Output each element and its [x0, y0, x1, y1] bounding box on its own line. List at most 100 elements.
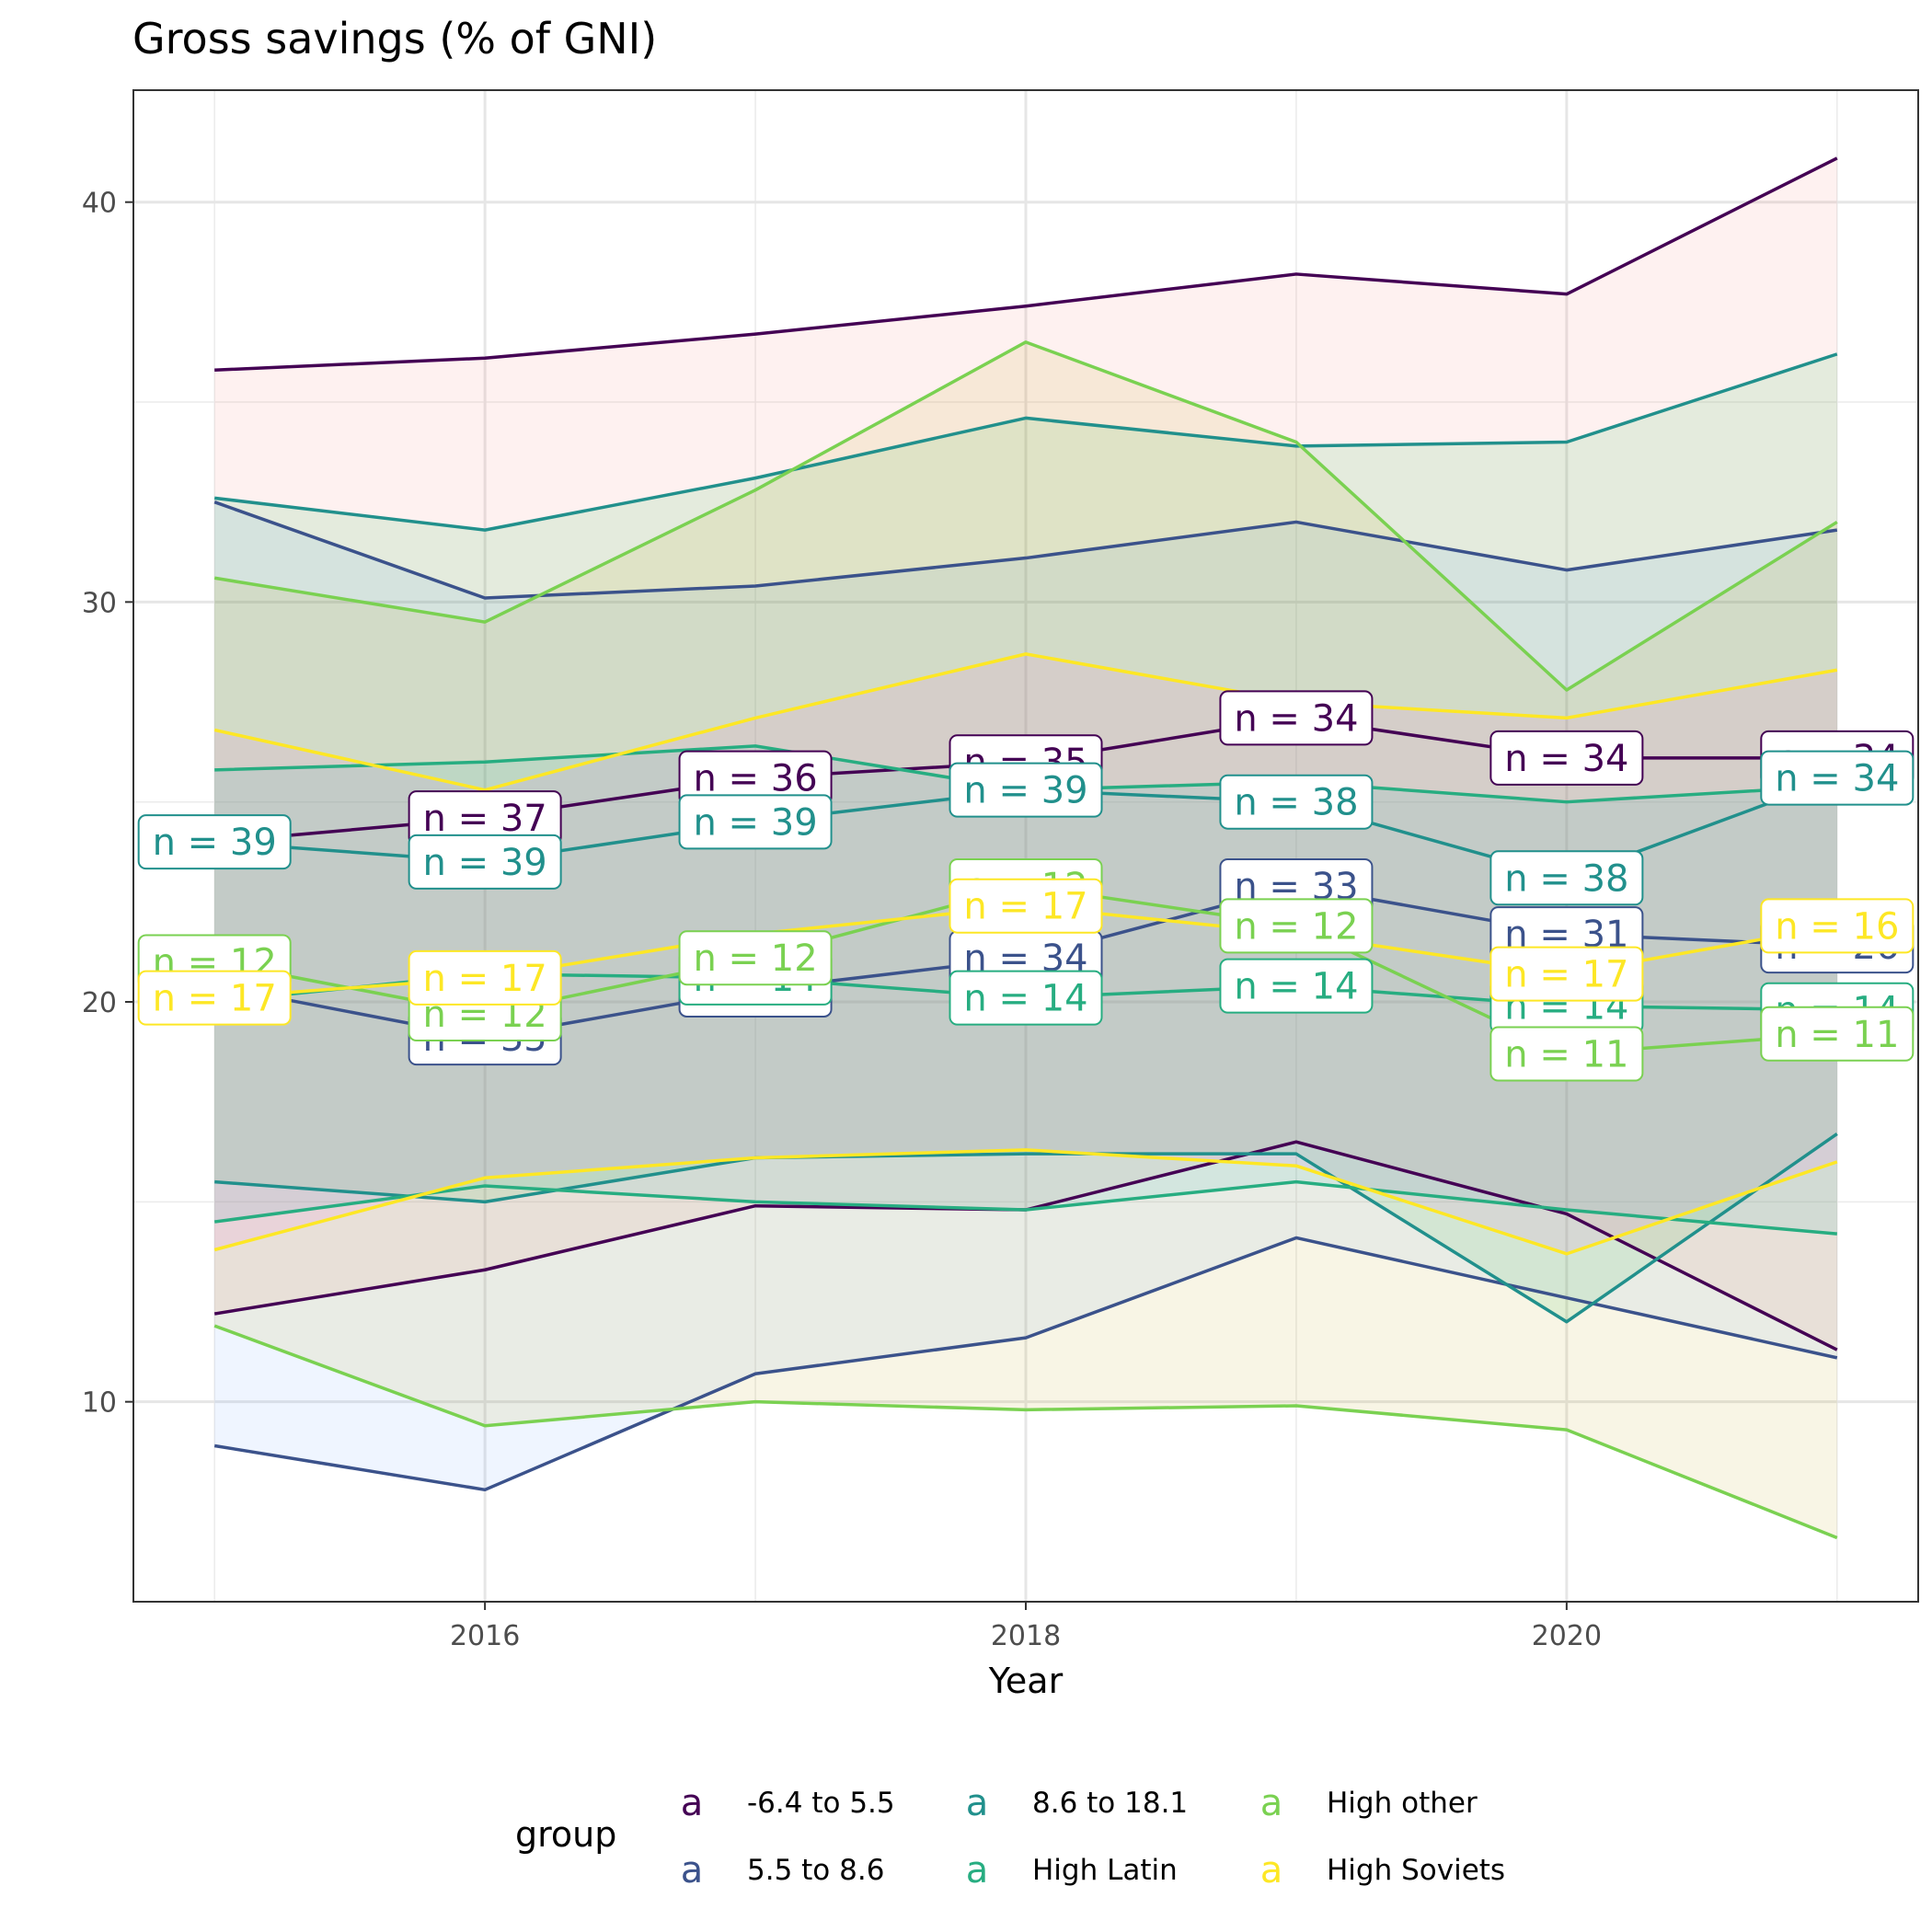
- legend-item: a High Latin: [966, 1849, 1178, 1892]
- count-label-text: n = 11: [1775, 1014, 1899, 1056]
- count-label: n = 11: [1489, 1026, 1644, 1082]
- legend-label: High Latin: [1032, 1854, 1178, 1887]
- count-label-text: n = 17: [153, 978, 277, 1020]
- count-label-box: [137, 814, 292, 870]
- x-tick-label: 2018: [991, 1620, 1061, 1652]
- count-label-text: n = 37: [423, 798, 547, 840]
- count-label: n = 39: [678, 794, 833, 850]
- line-lower-series-1: [213, 1236, 1838, 1492]
- count-label-text: n = 17: [1504, 954, 1628, 996]
- band-series-2: [214, 353, 1837, 1322]
- count-label-text: n = 39: [423, 842, 547, 884]
- count-label: n = 38: [1219, 774, 1374, 830]
- x-tick-label: 2016: [450, 1620, 520, 1652]
- count-label-box: [1219, 958, 1374, 1014]
- count-label: n = 34: [1760, 750, 1915, 806]
- count-label-box: [1489, 1026, 1644, 1082]
- line-lower-series-3: [213, 1179, 1837, 1236]
- count-label-text: n = 14: [963, 978, 1087, 1020]
- legend-label: High other: [1327, 1787, 1478, 1820]
- y-tick-label: 40: [82, 188, 117, 220]
- count-labels: n = 37n = 36n = 35n = 34n = 34n = 34n = …: [137, 690, 1915, 1082]
- count-label: n = 17: [949, 878, 1103, 934]
- count-label: n = 16: [1760, 898, 1915, 954]
- line-lower-series-2: [214, 1133, 1838, 1324]
- count-label-text: n = 17: [423, 958, 547, 1000]
- count-label-box: [1219, 774, 1374, 830]
- count-label-box: [408, 834, 562, 890]
- legend-title: group: [515, 1814, 616, 1855]
- legend-item: a -6.4 to 5.5: [681, 1782, 895, 1824]
- count-label-text: n = 38: [1504, 857, 1628, 900]
- count-label-text: n = 38: [1234, 782, 1358, 824]
- count-label-box: [949, 762, 1103, 818]
- count-label: n = 34: [1489, 730, 1644, 786]
- legend-item: a High other: [1260, 1782, 1478, 1824]
- legend-label: 5.5 to 8.6: [747, 1854, 884, 1887]
- legend-item: a 8.6 to 18.1: [966, 1782, 1188, 1824]
- count-label-box: [408, 949, 562, 1006]
- x-axis-title: Year: [988, 1661, 1064, 1701]
- count-label-box: [1760, 898, 1915, 954]
- y-tick-label: 10: [82, 1387, 117, 1420]
- count-label-text: n = 12: [1234, 905, 1358, 948]
- chart-title: Gross savings (% of GNI): [132, 14, 657, 63]
- legend-key: a: [966, 1782, 989, 1824]
- count-label-box: [678, 794, 833, 850]
- count-label: n = 14: [949, 970, 1103, 1026]
- legend-label: High Soviets: [1327, 1854, 1505, 1887]
- count-label-text: n = 12: [693, 937, 817, 980]
- legend-items: a -6.4 to 5.5 a 5.5 to 8.6 a 8.6 to 18.1 a High…: [681, 1782, 1505, 1892]
- x-axis-ticks: 2016 2018 2020: [450, 1602, 1602, 1652]
- count-label: n = 38: [1489, 850, 1644, 906]
- line-upper-series-0: [214, 156, 1838, 373]
- count-label: n = 17: [408, 949, 562, 1006]
- count-label: n = 14: [1219, 958, 1374, 1014]
- line-upper-series-1: [213, 500, 1838, 600]
- y-tick-label: 30: [82, 587, 117, 619]
- count-label-box: [1489, 946, 1644, 1002]
- count-label: n = 17: [1489, 946, 1644, 1002]
- count-label-text: n = 39: [153, 822, 277, 864]
- count-label-box: [1489, 850, 1644, 906]
- count-label: n = 39: [408, 834, 562, 890]
- legend-key: a: [681, 1849, 704, 1892]
- count-label: n = 11: [1760, 1006, 1915, 1062]
- line-upper-series-4: [213, 340, 1838, 692]
- count-label-box: [1219, 898, 1374, 954]
- count-label-box: [678, 930, 833, 986]
- x-tick-label: 2020: [1532, 1620, 1602, 1652]
- count-label-box: [1489, 730, 1644, 786]
- count-label: n = 39: [137, 814, 292, 870]
- line-lower-series-5: [213, 1148, 1838, 1256]
- count-label-text: n = 34: [1504, 738, 1628, 780]
- count-label-box: [949, 970, 1103, 1026]
- line-upper-series-2: [213, 352, 1838, 532]
- count-label-box: [1219, 690, 1374, 746]
- count-label-box: [1760, 1006, 1915, 1062]
- count-label: n = 12: [678, 930, 833, 986]
- legend-key: a: [1260, 1849, 1283, 1892]
- count-label-text: n = 16: [1775, 905, 1899, 948]
- y-axis-ticks: 10 20 30 40: [82, 188, 133, 1420]
- line-lower-series-4: [213, 1324, 1838, 1540]
- count-label-text: n = 34: [1775, 758, 1899, 800]
- count-label: n = 39: [949, 762, 1103, 818]
- y-tick-label: 20: [82, 987, 117, 1019]
- legend-label: -6.4 to 5.5: [747, 1787, 895, 1820]
- legend-key: a: [681, 1782, 704, 1824]
- legend-key: a: [1260, 1782, 1283, 1824]
- count-label-box: [137, 970, 292, 1026]
- count-label: n = 37: [408, 790, 562, 846]
- count-label-text: n = 34: [1234, 697, 1358, 740]
- legend-key: a: [966, 1849, 989, 1892]
- count-label: n = 36: [678, 750, 833, 806]
- count-label-text: n = 39: [693, 801, 817, 844]
- count-label-box: [1760, 750, 1915, 806]
- line-upper-series-5: [213, 652, 1838, 792]
- count-label-text: n = 17: [963, 886, 1087, 928]
- legend: group a -6.4 to 5.5 a 5.5 to 8.6 a 8.6 to 18.…: [515, 1782, 1505, 1892]
- legend-label: 8.6 to 18.1: [1032, 1787, 1188, 1820]
- count-label-text: n = 39: [963, 770, 1087, 812]
